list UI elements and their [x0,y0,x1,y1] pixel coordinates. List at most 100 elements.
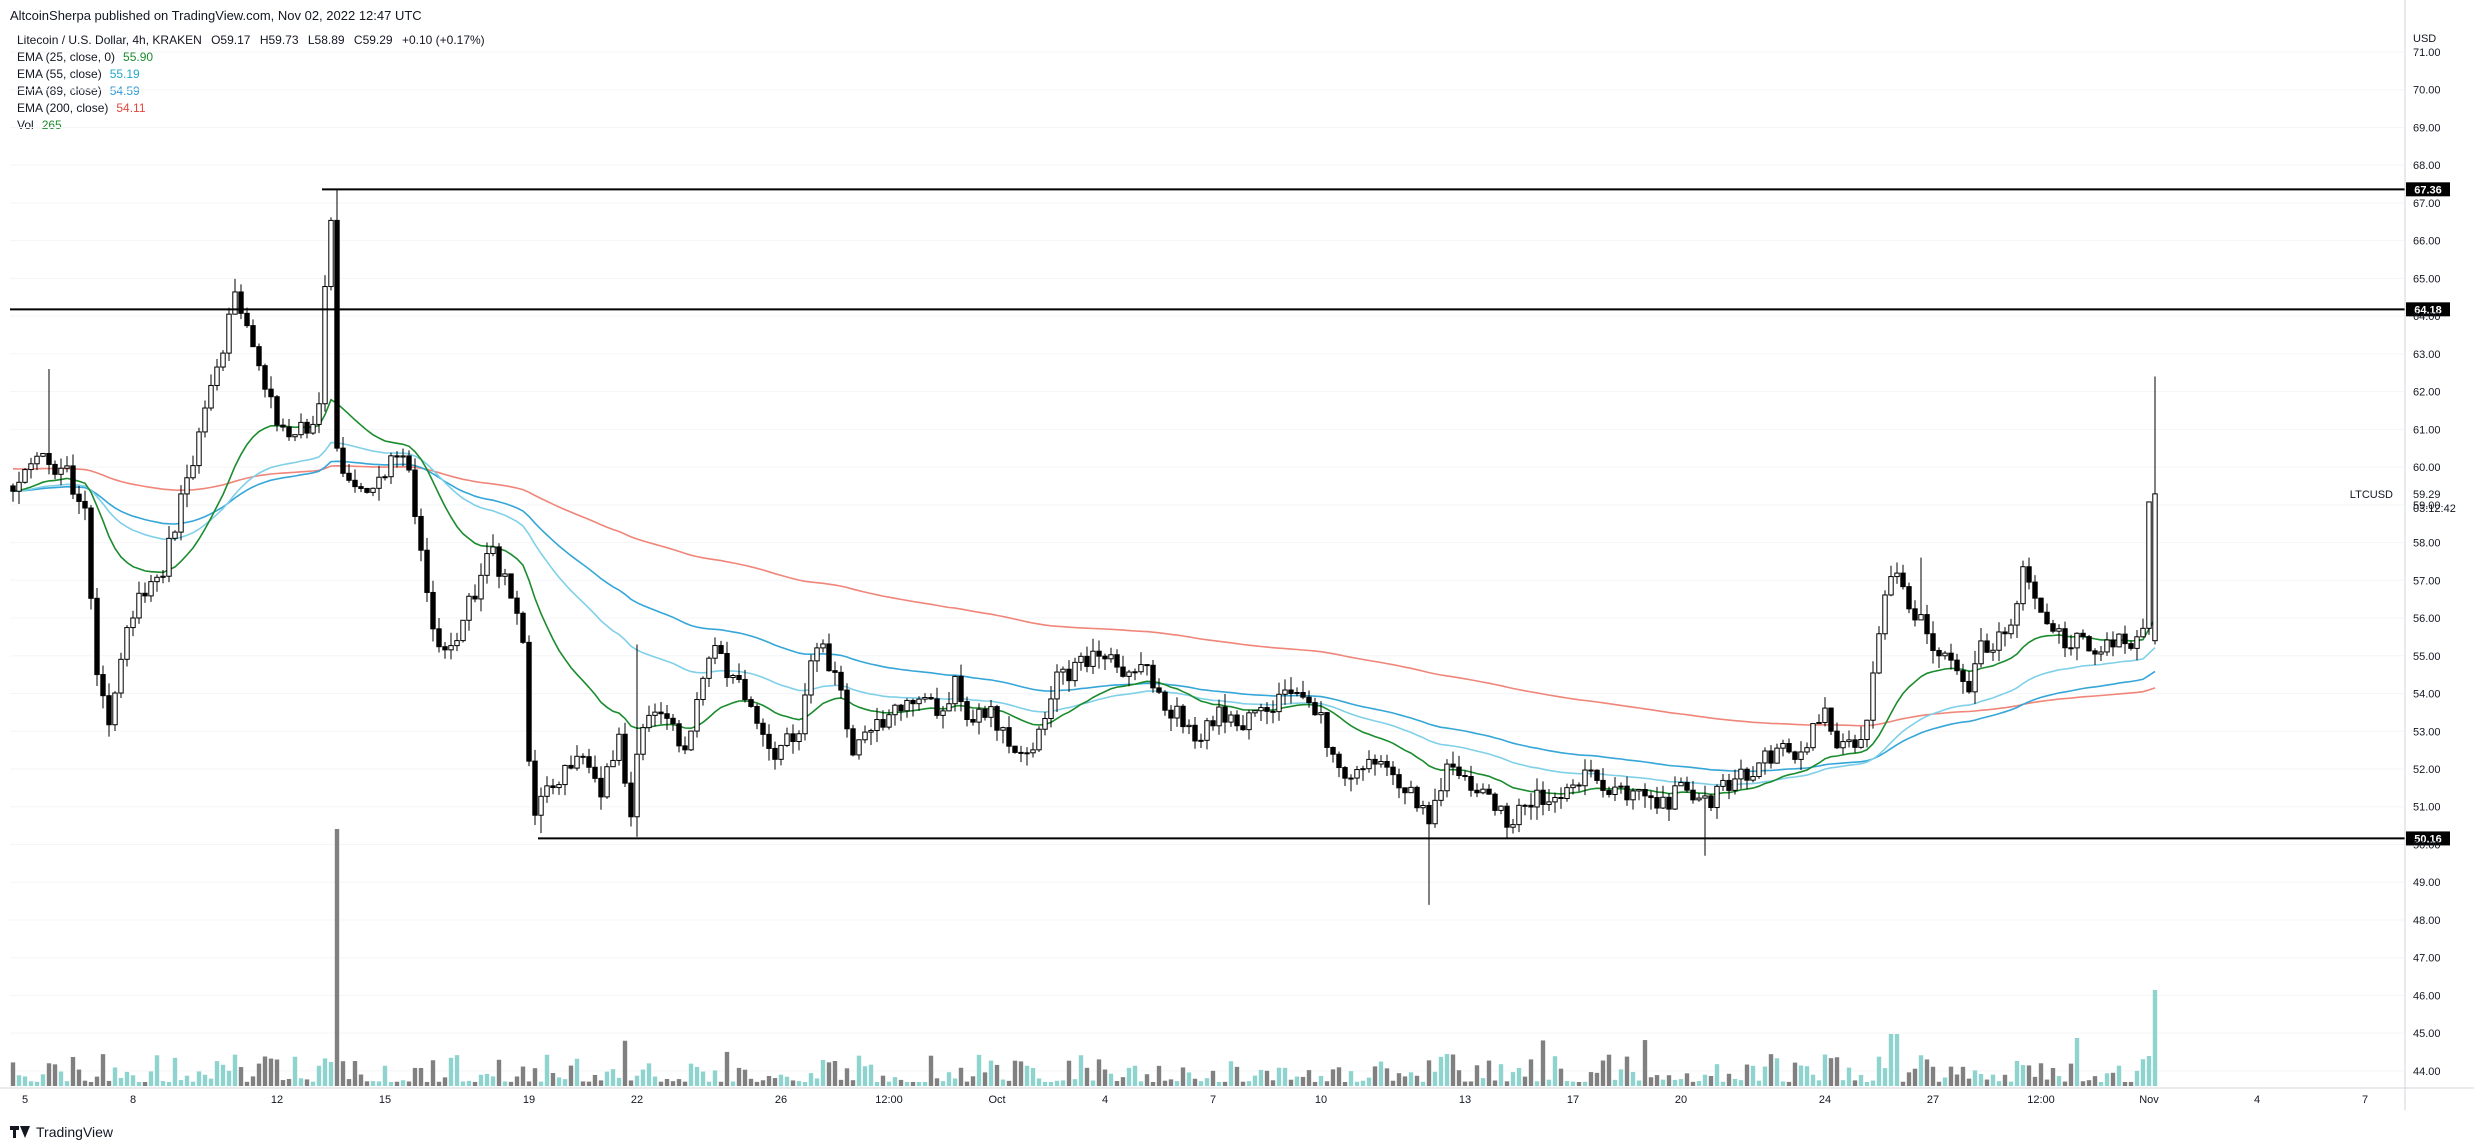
candle-body [1672,785,1678,810]
candle-body [760,722,766,735]
candle-body [1744,768,1750,781]
volume-bar [934,1078,940,1086]
volume-bar [1594,1072,1600,1086]
candle-body [1840,741,1846,749]
candle-body [1864,719,1870,740]
candle-body [490,546,496,555]
indicator-volume[interactable]: Vol 265 [17,117,491,134]
volume-bar [778,1074,784,1086]
candle-body [1636,789,1642,792]
volume-bar [688,1063,694,1086]
candles-layer [10,189,2158,905]
volume-bar [364,1081,370,1086]
volume-bar [1024,1065,1030,1086]
candle-body [1570,784,1576,789]
indicator-label: Vol [17,118,34,132]
candle-body [1450,763,1456,768]
volume-bar [1606,1054,1612,1086]
volume-bar [2056,1076,2062,1086]
volume-bar [1084,1067,1090,1086]
volume-bar [2032,1076,2038,1086]
candle-body [946,703,952,712]
volume-bar [730,1081,736,1086]
volume-bar [676,1079,682,1086]
tradingview-footer[interactable]: TradingView [10,1124,113,1140]
candle-body [1504,805,1510,828]
volume-bar [1042,1081,1048,1086]
candle-body [1552,796,1558,803]
candle-body [334,219,340,449]
volume-bar [1984,1079,1990,1086]
volume-bar [1114,1081,1120,1086]
candle-body [52,463,58,475]
volume-bar [1954,1074,1960,1086]
candle-body [2128,643,2134,649]
volume-bar [304,1079,310,1086]
volume-bar [1978,1073,1984,1086]
candle-body [232,291,238,315]
indicator-ema89[interactable]: EMA (89, close) 54.59 [17,83,491,100]
candle-body [1960,670,1966,682]
indicator-ema55[interactable]: EMA (55, close) 55.19 [17,66,491,83]
volume-bar [1468,1081,1474,1086]
grid-layer [10,51,2404,1072]
candle-body [1162,691,1168,711]
candle-body [1720,779,1726,787]
candle-body [1702,795,1708,799]
candle-body [2152,493,2158,642]
volume-bar [1162,1080,1168,1086]
candle-body [208,384,214,409]
candle-body [1462,774,1468,778]
volume-bar [538,1081,544,1086]
candle-body [1324,712,1330,748]
volume-bar [682,1081,688,1086]
volume-bar [1150,1081,1156,1086]
price-tick-label: 52.00 [2413,764,2441,776]
candle-body [346,472,352,481]
candle-body [1078,655,1084,663]
countdown-label: 03:12:42 [2413,503,2456,515]
volume-bar [262,1056,268,1086]
candle-body [2068,647,2074,650]
candle-body [586,756,592,768]
time-tick-label: 27 [1927,1094,1939,1106]
candle-body [160,575,166,578]
price-tick-label: 58.00 [2413,538,2441,550]
volume-bar [1516,1068,1522,1086]
candle-body [136,592,142,619]
candle-body [1768,750,1774,764]
indicator-value: 265 [41,118,62,132]
symbol-title[interactable]: Litecoin / U.S. Dollar, 4h, KRAKEN [17,33,202,47]
candle-body [262,365,268,390]
candle-body [670,717,676,725]
volume-bar [892,1077,898,1086]
volume-bar [478,1074,484,1086]
indicator-ema200[interactable]: EMA (200, close) 54.11 [17,100,491,117]
candle-body [502,573,508,577]
time-tick-label: 13 [1459,1094,1471,1106]
volume-bar [982,1072,988,1086]
current-symbol-label: LTCUSD [2350,489,2393,501]
candle-body [1174,705,1180,719]
volume-bar [166,1081,172,1086]
candle-body [1876,633,1882,674]
candle-body [1330,746,1336,755]
volume-layer [10,829,2158,1086]
candle-body [676,723,682,747]
candle-body [1420,804,1426,809]
volume-bar [466,1080,472,1086]
volume-bar [1936,1081,1942,1086]
volume-bar [1264,1070,1270,1086]
time-tick-label: 22 [631,1094,643,1106]
volume-bar [1030,1067,1036,1086]
indicator-ema25[interactable]: EMA (25, close, 0) 55.90 [17,49,491,66]
candle-body [808,660,814,696]
volume-bar [880,1075,886,1086]
volume-bar [1492,1080,1498,1086]
volume-bar [412,1067,418,1086]
volume-bar [64,1081,70,1086]
candle-body [268,388,274,398]
volume-bar [850,1080,856,1086]
volume-bar [1738,1080,1744,1086]
